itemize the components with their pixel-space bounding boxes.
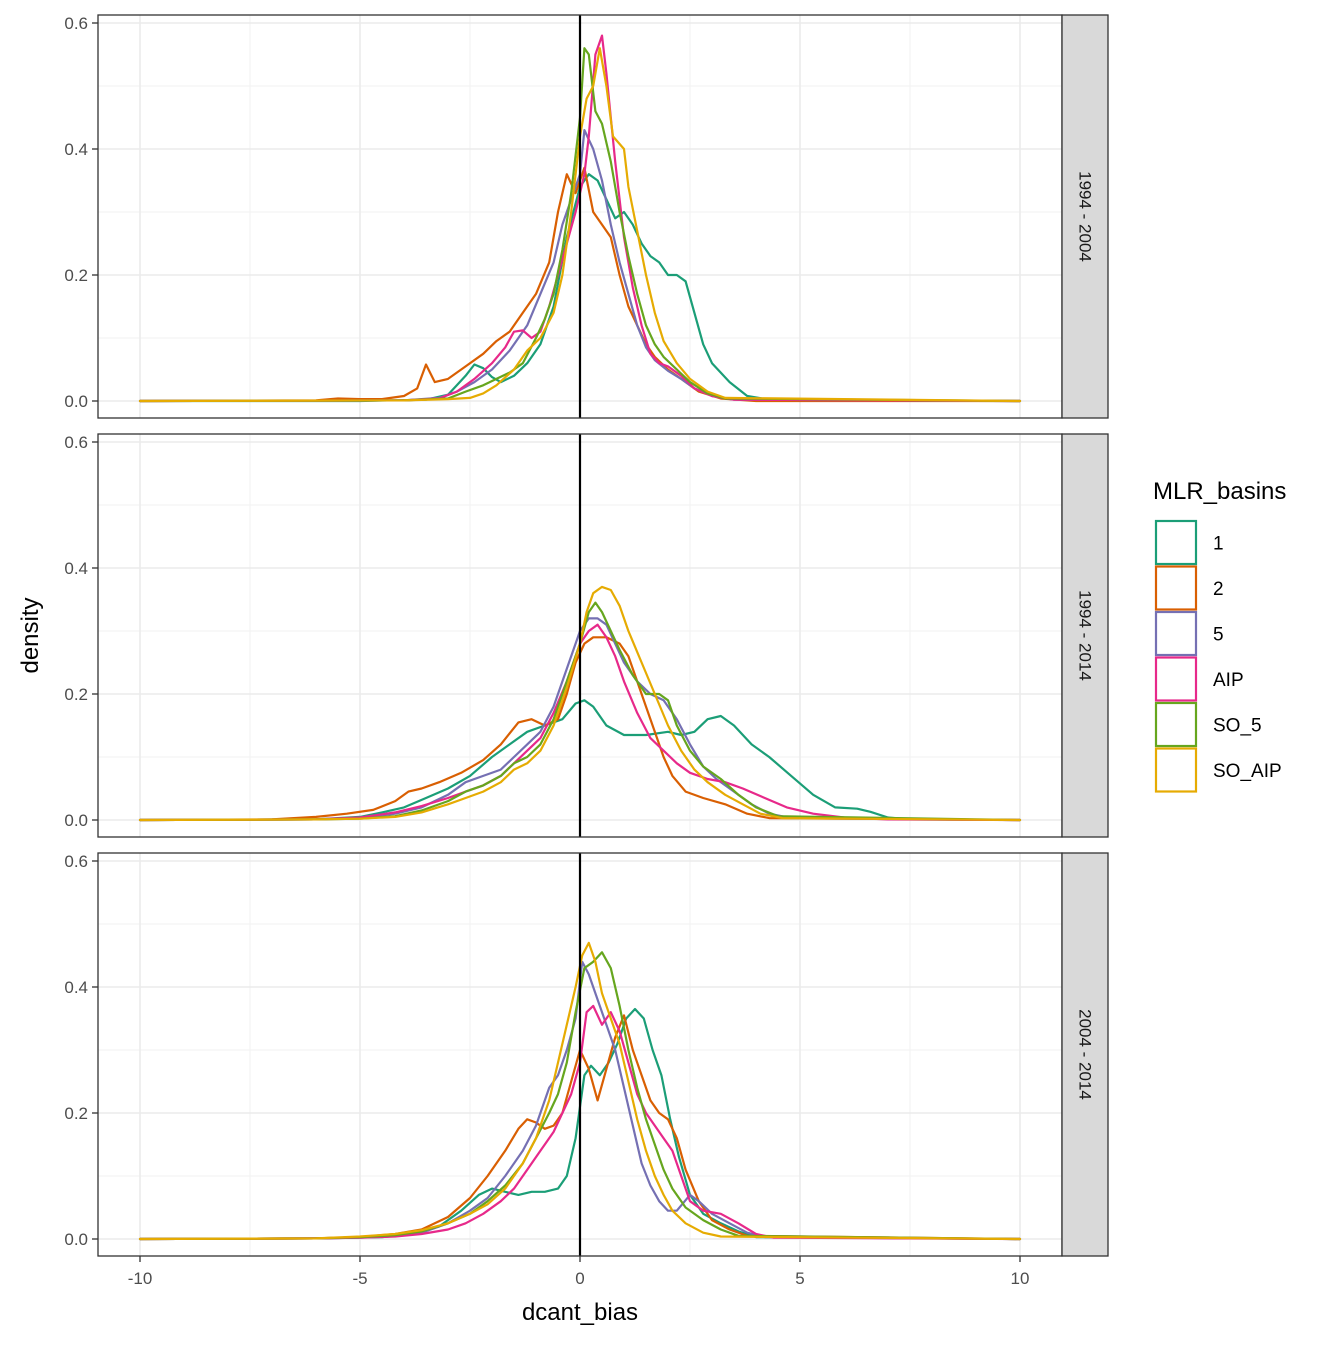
facet-strip-label: 2004 - 2014 [1076,1009,1095,1100]
x-tick-label: -10 [128,1269,153,1288]
density-line-series-2 [138,636,1022,822]
y-axis-title: density [17,597,44,673]
legend-key-1 [1154,519,1198,566]
facet-panel-2: 0.0 0.2 0.4 0.6 1994 - 2014 [64,433,1109,838]
facet-strip [1061,852,1109,1257]
density-line-series-2 [138,1014,1022,1241]
legend-title: MLR_basins [1153,478,1286,505]
legend: MLR_basins 1 2 5 AIP SO_5 SO_AIP [1153,478,1286,793]
x-tick-label: 0 [575,1269,584,1288]
density-line-series-SO_AIP [138,941,1022,1241]
density-line-series-SO_5 [138,47,1022,403]
density-line-series-2 [138,166,1022,403]
density-line-series-5 [138,617,1022,822]
y-tick-label: 0.6 [64,852,88,871]
density-line-series-5 [138,960,1022,1241]
density-line-series-AIP [138,1004,1022,1241]
y-tick-label: 0.4 [64,559,88,578]
facet-panel-1: 0.0 0.2 0.4 0.6 1994 - 2004 [64,14,1109,419]
y-tick-label: 0.0 [64,392,88,411]
facet-panel-3: 0.0 0.2 0.4 0.6 2004 - 2014 [64,852,1109,1257]
legend-label-AIP: AIP [1213,670,1244,691]
facet-strip-label: 1994 - 2014 [1076,590,1095,681]
facet-strip-label: 1994 - 2004 [1076,171,1095,262]
y-tick-label: 0.4 [64,978,88,997]
density-line-series-AIP [138,623,1022,822]
density-line-series-1 [138,699,1022,822]
x-axis-title: dcant_bias [522,1299,638,1326]
legend-label-SO_AIP: SO_AIP [1213,761,1282,782]
y-tick-label: 0.2 [64,1104,88,1123]
density-line-series-AIP [138,34,1022,403]
density-line-series-SO_5 [138,601,1022,822]
legend-key-2 [1154,565,1198,611]
y-tick-label: 0.0 [64,811,88,830]
facet-strip [1061,433,1109,838]
legend-label-5: 5 [1213,625,1224,646]
legend-key-SO_5 [1154,701,1198,748]
density-line-series-SO_AIP [138,47,1022,403]
legend-key-AIP [1154,656,1198,702]
density-line-series-1 [138,1007,1022,1241]
y-tick-label: 0.2 [64,266,88,285]
density-line-series-SO_AIP [138,585,1022,822]
legend-label-1: 1 [1213,534,1224,555]
y-tick-label: 0.2 [64,685,88,704]
x-tick-label: -5 [352,1269,367,1288]
facet-strip [1061,14,1109,419]
legend-key-5 [1154,610,1198,657]
x-tick-label: 5 [795,1269,804,1288]
legend-key-SO_AIP [1154,747,1198,793]
legend-label-SO_5: SO_5 [1213,716,1262,737]
y-tick-label: 0.6 [64,14,88,33]
x-tick-label: 10 [1011,1269,1030,1288]
y-tick-label: 0.6 [64,433,88,452]
y-tick-label: 0.4 [64,140,88,159]
density-line-series-1 [138,173,1022,403]
y-tick-label: 0.0 [64,1230,88,1249]
legend-label-2: 2 [1213,579,1224,600]
